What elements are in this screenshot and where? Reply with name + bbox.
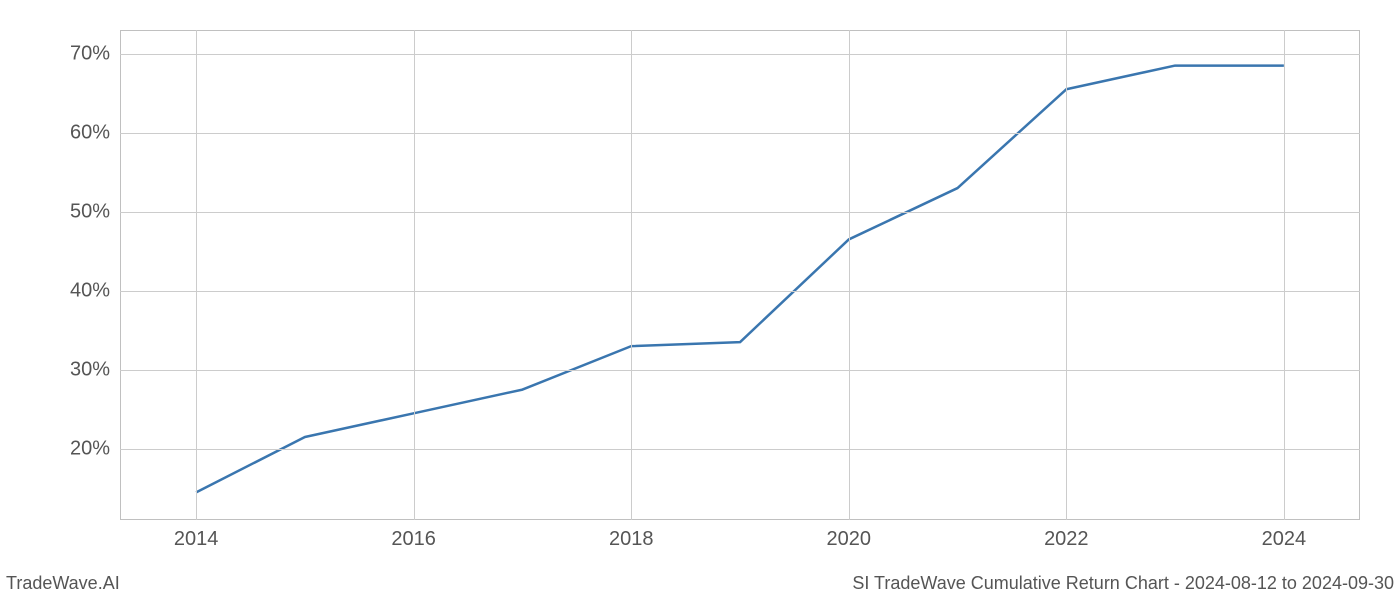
footer-caption: SI TradeWave Cumulative Return Chart - 2… <box>852 573 1394 594</box>
y-tick-label: 40% <box>70 279 110 302</box>
grid-line-vertical <box>849 30 850 520</box>
grid-line-horizontal <box>120 54 1360 55</box>
grid-line-horizontal <box>120 212 1360 213</box>
x-tick-label: 2020 <box>827 528 872 551</box>
x-tick-label: 2022 <box>1044 528 1089 551</box>
x-tick-label: 2014 <box>174 528 219 551</box>
grid-line-vertical <box>1066 30 1067 520</box>
grid-line-vertical <box>414 30 415 520</box>
x-tick-label: 2016 <box>391 528 436 551</box>
x-tick-label: 2018 <box>609 528 654 551</box>
y-tick-label: 50% <box>70 200 110 223</box>
y-tick-label: 70% <box>70 42 110 65</box>
chart-plot-area <box>120 30 1360 520</box>
grid-line-vertical <box>631 30 632 520</box>
grid-line-horizontal <box>120 291 1360 292</box>
line-series <box>120 30 1360 520</box>
grid-line-vertical <box>196 30 197 520</box>
grid-line-horizontal <box>120 449 1360 450</box>
y-tick-label: 20% <box>70 437 110 460</box>
grid-line-horizontal <box>120 133 1360 134</box>
footer-brand: TradeWave.AI <box>6 573 120 594</box>
x-tick-label: 2024 <box>1262 528 1307 551</box>
y-tick-label: 30% <box>70 358 110 381</box>
y-tick-label: 60% <box>70 121 110 144</box>
grid-line-vertical <box>1284 30 1285 520</box>
grid-line-horizontal <box>120 370 1360 371</box>
